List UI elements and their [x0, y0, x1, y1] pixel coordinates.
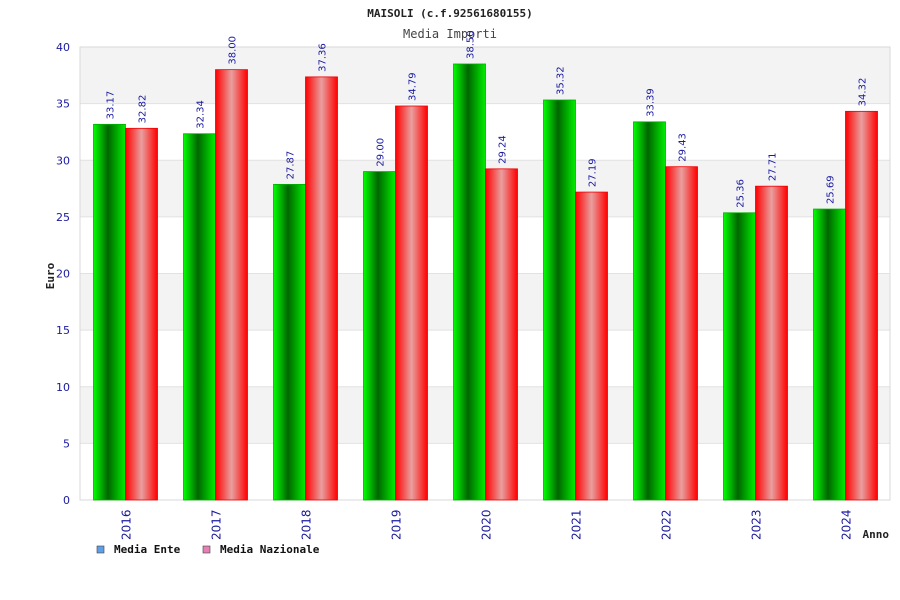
- data-label: 29.24: [498, 135, 509, 164]
- data-label: 34.32: [858, 78, 869, 107]
- x-tick-label: 2021: [570, 509, 584, 540]
- x-tick-label: 2018: [300, 509, 314, 540]
- data-label: 33.39: [646, 88, 657, 117]
- bar-media-ente: [723, 212, 756, 501]
- bar-media-nazionale: [665, 166, 698, 501]
- data-label: 38.00: [228, 36, 239, 65]
- legend: Media Ente Media Nazionale: [96, 543, 320, 556]
- x-tick-label: 2020: [480, 509, 494, 540]
- chart-subtitle: Media Importi: [403, 27, 497, 41]
- y-tick-label: 40: [56, 41, 70, 54]
- y-axis-ticks: 0 5 10 15 20 25 30 35 40: [56, 41, 70, 507]
- bar-media-ente: [543, 99, 576, 501]
- bar-media-ente: [813, 208, 846, 501]
- bar-media-ente: [273, 183, 306, 501]
- x-tick-label: 2023: [750, 509, 764, 540]
- bar-media-nazionale: [845, 110, 878, 501]
- bar-media-nazionale: [395, 105, 428, 501]
- bar-media-ente: [183, 133, 216, 501]
- x-axis-label: Anno: [863, 528, 890, 541]
- data-label: 34.79: [408, 72, 419, 101]
- data-label: 33.17: [106, 91, 117, 120]
- bar-media-nazionale: [215, 69, 248, 501]
- y-tick-label: 15: [56, 324, 70, 337]
- x-tick-label: 2024: [840, 509, 854, 540]
- y-tick-label: 0: [63, 494, 70, 507]
- legend-swatch: [96, 545, 105, 554]
- data-label: 37.36: [318, 43, 329, 72]
- bar-media-nazionale: [755, 185, 788, 501]
- data-label: 32.34: [196, 100, 207, 129]
- data-label: 38.50: [466, 30, 477, 59]
- legend-swatch: [202, 545, 211, 554]
- x-axis-ticks: 2016 2017 2018 2019 2020 2021 2022 2023 2024: [120, 509, 854, 540]
- y-tick-label: 20: [56, 268, 70, 281]
- data-label: 27.87: [286, 151, 297, 180]
- x-tick-label: 2022: [660, 509, 674, 540]
- data-label: 25.69: [826, 175, 837, 204]
- bar-media-ente: [363, 171, 396, 501]
- bar-media-nazionale: [125, 127, 158, 501]
- data-label: 35.32: [556, 66, 567, 95]
- y-tick-label: 10: [56, 381, 70, 394]
- y-tick-label: 35: [56, 98, 70, 111]
- bar-media-ente: [453, 63, 486, 501]
- data-label: 27.71: [768, 153, 779, 182]
- y-tick-label: 30: [56, 154, 70, 167]
- y-axis-label: Euro: [44, 262, 57, 289]
- data-label: 29.00: [376, 138, 387, 167]
- bar-media-nazionale: [305, 76, 338, 501]
- y-tick-label: 25: [56, 211, 70, 224]
- bar-media-nazionale: [575, 191, 608, 501]
- bar-media-ente: [633, 121, 666, 501]
- x-tick-label: 2019: [390, 509, 404, 540]
- data-label: 27.19: [588, 158, 599, 187]
- x-tick-label: 2016: [120, 509, 134, 540]
- legend-label: Media Nazionale: [220, 543, 320, 556]
- bars: [93, 63, 878, 501]
- y-tick-label: 5: [63, 437, 70, 450]
- bar-media-ente: [93, 123, 126, 501]
- x-tick-label: 2017: [210, 509, 224, 540]
- legend-label: Media Ente: [114, 543, 181, 556]
- bar-media-nazionale: [485, 168, 518, 501]
- data-label: 25.36: [736, 179, 747, 208]
- data-label: 32.82: [138, 95, 149, 124]
- data-label: 29.43: [678, 133, 689, 162]
- chart-title: MAISOLI (c.f.92561680155): [367, 7, 533, 20]
- data-labels: 33.17 32.82 32.34 38.00 27.87 37.36 29.00 34.79…: [106, 30, 869, 207]
